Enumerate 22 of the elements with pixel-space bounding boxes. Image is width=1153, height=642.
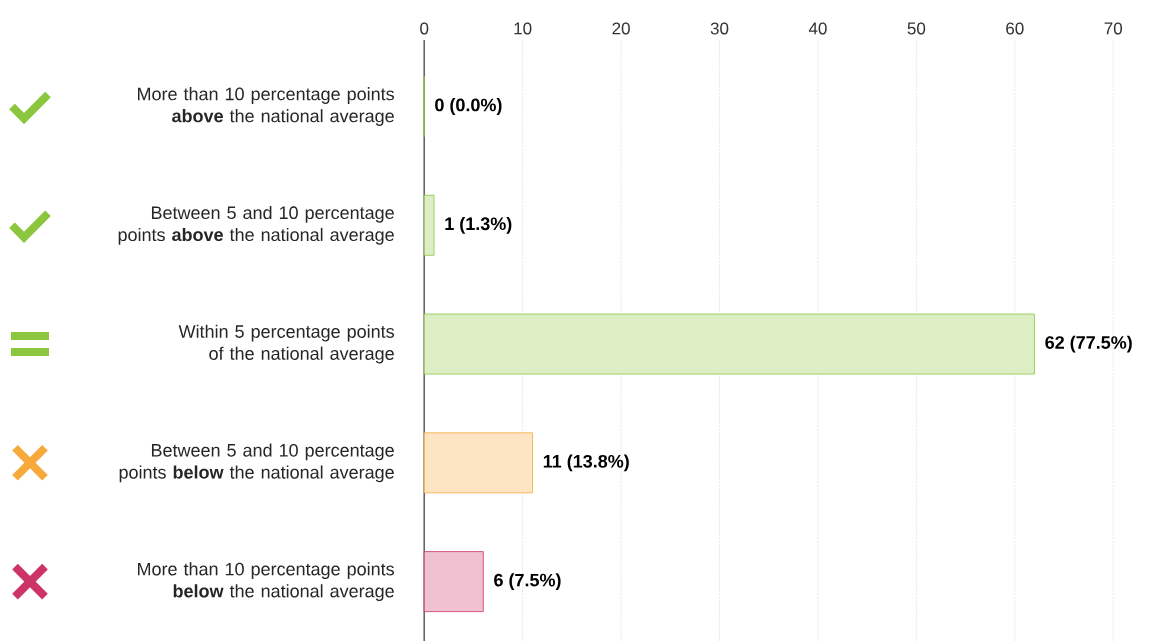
data-label: 11 (13.8%) [543, 454, 629, 472]
bar [423, 432, 533, 494]
data-label: 1 (1.3%) [445, 216, 512, 234]
data-label: 6 (7.5%) [494, 573, 561, 591]
bar [423, 313, 1035, 375]
x-tick-label: 10 [514, 22, 532, 35]
x-tick-label: 0 [420, 22, 429, 35]
data-label: 62 (77.5%) [1045, 335, 1132, 353]
y-tick-label: Between 5 and 10 percentage points above the national average [118, 205, 394, 245]
data-label: 0 (0.0%) [435, 98, 502, 115]
x-tick-label: 40 [808, 22, 827, 35]
x-tick-label: 30 [710, 22, 729, 35]
x-tick-label: 20 [612, 22, 630, 35]
bar [423, 194, 435, 256]
x-tick-label: 60 [1006, 22, 1024, 35]
y-tick-label: Within 5 percentage points of the national average [178, 324, 394, 364]
y-tick-label: More than 10 percentage points below the national average [138, 562, 395, 602]
x-tick-label: 70 [1104, 22, 1123, 35]
y-tick-label: Between 5 and 10 percentage points below the national average [119, 443, 394, 483]
y-tick-label: More than 10 percentage points above the national average [138, 87, 395, 126]
bar [423, 551, 484, 613]
x-tick-label: 50 [907, 22, 926, 35]
